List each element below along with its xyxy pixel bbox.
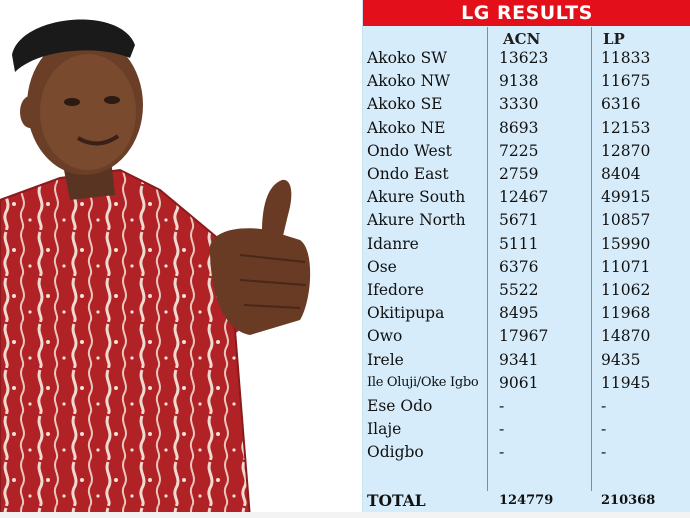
table-row: Akoko SE 3330 6316 [363, 95, 690, 118]
lg-name: Akoko NE [367, 118, 446, 137]
table-row: Akoko NW 9138 11675 [363, 72, 690, 95]
acn-votes: 8693 [499, 118, 539, 137]
column-divider [487, 27, 488, 491]
lp-votes: 12153 [601, 118, 651, 137]
lp-votes: 6316 [601, 95, 641, 114]
candidate-photo [0, 19, 311, 518]
table-row: Ondo East 2759 8404 [363, 165, 690, 188]
acn-votes: - [499, 420, 505, 439]
lg-name: Owo [367, 327, 403, 346]
lp-votes: 11071 [601, 257, 651, 276]
lp-votes: 11833 [601, 49, 651, 67]
acn-votes: 9138 [499, 72, 539, 91]
lp-votes: 15990 [601, 234, 651, 253]
acn-votes: 6376 [499, 257, 539, 276]
lp-votes: 11062 [601, 281, 651, 299]
lp-votes: 11675 [601, 72, 651, 91]
acn-votes: 5671 [499, 211, 539, 230]
acn-votes: 9061 [499, 373, 539, 392]
table-row: Okitipupa 8495 11968 [363, 304, 690, 327]
lg-name: Ondo West [367, 141, 452, 160]
results-title: LG RESULTS [461, 2, 593, 24]
table-row: Ondo West 7225 12870 [363, 142, 690, 165]
acn-votes: 5111 [499, 234, 539, 253]
lg-results-panel: LG RESULTS ACN LP Akoko SW 13623 11833 Akok… [362, 0, 690, 518]
candidate-illustration [0, 19, 311, 518]
lp-votes: 11945 [601, 373, 651, 392]
table-row: Akoko SW 13623 11833 [363, 49, 690, 72]
lp-votes: 10857 [601, 211, 651, 230]
lp-votes: 49915 [601, 188, 651, 207]
results-header: LG RESULTS [363, 0, 690, 26]
acn-votes: 13623 [499, 49, 549, 67]
lg-name: Ilaje [367, 420, 402, 439]
acn-votes: - [499, 443, 505, 462]
acn-votes: 3330 [499, 95, 539, 114]
table-row: Idanre 5111 15990 [363, 235, 690, 258]
acn-votes: 17967 [499, 327, 549, 346]
lg-name: Ile Oluji/Oke Igbo [367, 374, 479, 390]
table-row: Irele 9341 9435 [363, 351, 690, 374]
table-row: Ifedore 5522 11062 [363, 281, 690, 304]
acn-votes: 9341 [499, 350, 539, 369]
acn-votes: 8495 [499, 304, 539, 323]
table-row: Akure South 12467 49915 [363, 188, 690, 211]
lp-votes: - [601, 420, 607, 439]
lg-name: Ifedore [367, 281, 424, 299]
acn-votes: 12467 [499, 188, 549, 207]
acn-votes: 7225 [499, 141, 539, 160]
lg-name: Irele [367, 350, 404, 369]
column-divider [591, 27, 592, 491]
column-header-lp: LP [603, 30, 625, 48]
lg-name: Ese Odo [367, 397, 433, 415]
lp-votes: - [601, 443, 607, 462]
column-header-acn: ACN [503, 30, 541, 48]
lp-votes: 14870 [601, 327, 651, 346]
lg-name: Idanre [367, 234, 419, 253]
lp-votes: 12870 [601, 141, 651, 160]
table-row: Odigbo - - [363, 443, 690, 466]
table-row: Ilaje - - [363, 420, 690, 443]
lg-name: Ondo East [367, 165, 449, 183]
table-row: Ile Oluji/Oke Igbo 9061 11945 [363, 374, 690, 397]
total-lp: 210368 [601, 493, 656, 508]
lg-name: Akoko SE [367, 95, 443, 114]
table-row: Akure North 5671 10857 [363, 211, 690, 234]
table-row: Ose 6376 11071 [363, 258, 690, 281]
lg-name: Odigbo [367, 443, 424, 462]
lp-votes: 9435 [601, 350, 641, 369]
lp-votes: 11968 [601, 304, 651, 323]
lg-name: Okitipupa [367, 304, 445, 323]
lp-votes: - [601, 397, 607, 415]
lg-name: Ose [367, 257, 397, 276]
total-label: TOTAL [367, 491, 426, 510]
lg-name: Akoko SW [367, 49, 448, 67]
lp-votes: 8404 [601, 165, 641, 183]
bottom-strip [0, 512, 690, 518]
lg-name: Akure South [367, 188, 466, 207]
acn-votes: 5522 [499, 281, 539, 299]
total-row: TOTAL 124779 210368 [363, 491, 690, 514]
lg-name: Akoko NW [367, 72, 451, 91]
acn-votes: 2759 [499, 165, 539, 183]
table-row: Owo 17967 14870 [363, 327, 690, 350]
table-row: Ese Odo - - [363, 397, 690, 420]
total-acn: 124779 [499, 493, 554, 508]
results-table: ACN LP Akoko SW 13623 11833 Akoko NW 9138 116… [363, 27, 690, 518]
acn-votes: - [499, 397, 505, 415]
table-row: Akoko NE 8693 12153 [363, 119, 690, 142]
lg-name: Akure North [367, 211, 466, 230]
